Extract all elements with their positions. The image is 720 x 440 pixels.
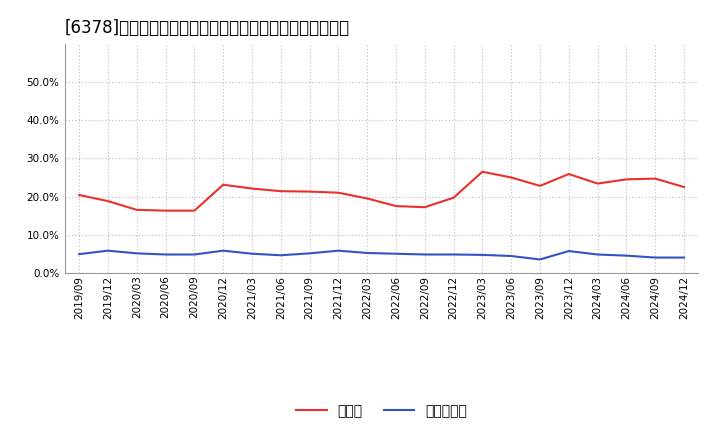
- 有利子負債: [536, 257, 544, 262]
- 現頒金: [622, 177, 631, 182]
- 有利子負債: [478, 252, 487, 257]
- 現頒金: [593, 181, 602, 186]
- 有利子負債: [104, 248, 112, 253]
- 現頒金: [104, 198, 112, 204]
- 有利子負債: [363, 250, 372, 256]
- 有利子負債: [392, 251, 400, 257]
- 有利子負債: [507, 253, 516, 259]
- 現頒金: [363, 196, 372, 201]
- 有利子負債: [593, 252, 602, 257]
- 現頒金: [651, 176, 660, 181]
- 有利子負債: [161, 252, 170, 257]
- Line: 有利子負債: 有利子負債: [79, 251, 684, 260]
- 有利子負債: [420, 252, 429, 257]
- 有利子負債: [622, 253, 631, 258]
- 有利子負債: [132, 251, 141, 256]
- 現頒金: [190, 208, 199, 213]
- 現頒金: [536, 183, 544, 188]
- 現頒金: [248, 186, 256, 191]
- 有利子負債: [219, 248, 228, 253]
- 現頒金: [334, 190, 343, 195]
- 有利子負債: [564, 249, 573, 254]
- 現頒金: [305, 189, 314, 194]
- 現頒金: [478, 169, 487, 174]
- Text: [6378]　現頒金、有利子負債の総資産に対する比率の推移: [6378] 現頒金、有利子負債の総資産に対する比率の推移: [65, 19, 350, 37]
- 現頒金: [161, 208, 170, 213]
- 現頒金: [564, 172, 573, 177]
- 有利子負債: [190, 252, 199, 257]
- 現頒金: [276, 189, 285, 194]
- 有利子負債: [334, 248, 343, 253]
- 有利子負債: [248, 251, 256, 257]
- 有利子負債: [75, 252, 84, 257]
- 現頒金: [219, 182, 228, 187]
- 有利子負債: [449, 252, 458, 257]
- 現頒金: [75, 192, 84, 198]
- 有利子負債: [680, 255, 688, 260]
- 現頒金: [449, 195, 458, 200]
- 現頒金: [507, 175, 516, 180]
- 現頒金: [132, 207, 141, 213]
- 現頒金: [392, 203, 400, 209]
- 有利子負債: [276, 253, 285, 258]
- 有利子負債: [651, 255, 660, 260]
- Line: 現頒金: 現頒金: [79, 172, 684, 211]
- 現頒金: [680, 184, 688, 190]
- 現頒金: [420, 205, 429, 210]
- Legend: 現頒金, 有利子負債: 現頒金, 有利子負債: [290, 399, 473, 424]
- 有利子負債: [305, 251, 314, 256]
